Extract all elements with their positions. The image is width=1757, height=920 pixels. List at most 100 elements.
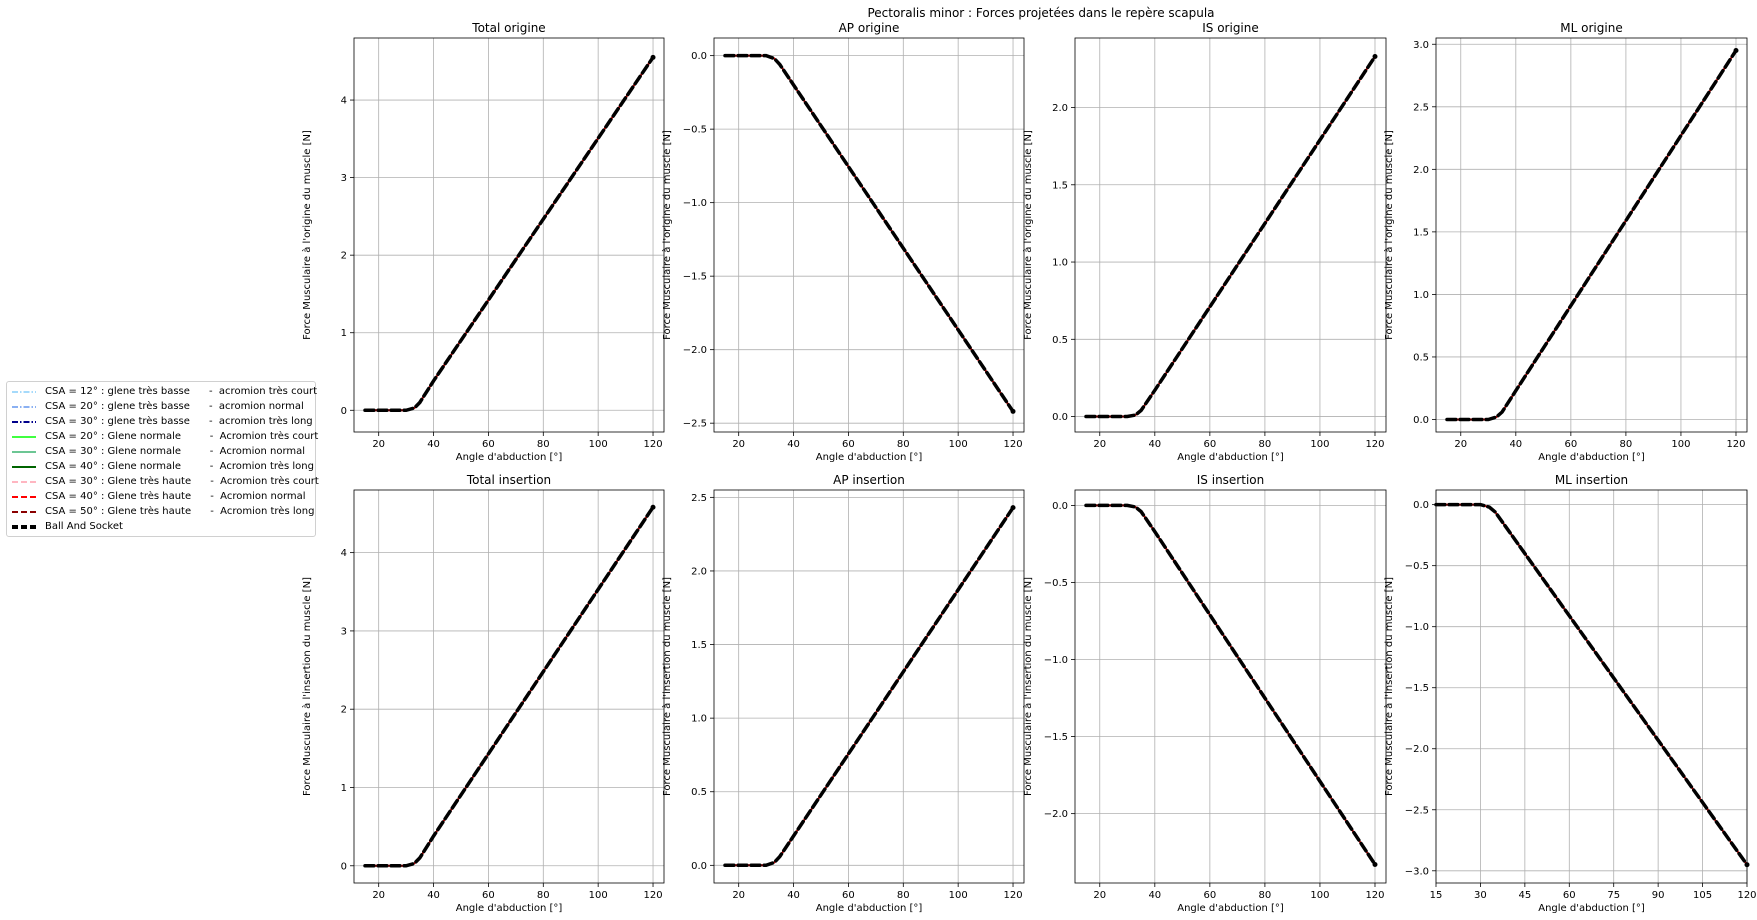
subplot-title: ML origine bbox=[1560, 21, 1622, 35]
y-tick-label: 2.0 bbox=[691, 566, 707, 577]
y-tick-label: 0.0 bbox=[1052, 501, 1068, 512]
x-tick-label: 100 bbox=[1310, 439, 1329, 450]
y-tick-label: 2.5 bbox=[1413, 102, 1429, 113]
x-tick-label: 75 bbox=[1607, 890, 1620, 901]
x-tick-label: 120 bbox=[1726, 439, 1745, 450]
axes-frame bbox=[713, 489, 1025, 884]
series-line-ball-and-socket bbox=[363, 55, 655, 413]
subplot-title: ML insertion bbox=[1555, 473, 1628, 487]
x-tick-label: 60 bbox=[842, 439, 855, 450]
x-tick-label: 20 bbox=[1093, 890, 1106, 901]
x-tick-label: 60 bbox=[1563, 890, 1576, 901]
legend-swatch bbox=[12, 420, 36, 423]
subplot: 20 40 60 80 100 120 0 1 2 3 4 Total origine Angle d'… bbox=[301, 21, 665, 463]
legend-label: CSA = 40° : Glene normale - Acromion trè… bbox=[45, 461, 314, 472]
x-tick-label: 80 bbox=[1620, 439, 1633, 450]
axes-frame bbox=[353, 489, 665, 884]
x-tick-label: 100 bbox=[589, 890, 608, 901]
y-tick-label: −2.5 bbox=[683, 419, 707, 430]
legend-entry: CSA = 40° : Glene normale - Acromion trè… bbox=[11, 459, 314, 474]
axes-frame bbox=[1074, 489, 1387, 884]
x-tick-label: 40 bbox=[1509, 439, 1522, 450]
axes-frame bbox=[713, 37, 1025, 433]
legend-label: Ball And Socket bbox=[45, 521, 123, 532]
x-axis-label: Angle d'abduction [°] bbox=[456, 903, 563, 914]
series-line-ball-and-socket bbox=[723, 505, 1015, 868]
subplot: 15 30 45 60 75 90 105 120 0.0 −0.5 −1.0 −1.5 −2.0 −2.… bbox=[1383, 473, 1757, 914]
y-axis-label: Force Musculaire à l'origine du muscle [… bbox=[301, 130, 313, 340]
y-tick-label: 1.0 bbox=[1413, 290, 1429, 301]
axes-frame bbox=[1435, 489, 1748, 884]
y-tick-label: −0.5 bbox=[683, 125, 707, 136]
legend-label: CSA = 30° : Glene normale - Acromion nor… bbox=[45, 446, 306, 457]
x-tick-label: 40 bbox=[1148, 439, 1161, 450]
y-tick-label: −3.0 bbox=[1405, 866, 1429, 877]
x-axis-label: Angle d'abduction [°] bbox=[1538, 452, 1645, 463]
series-line-colored bbox=[365, 506, 654, 867]
subplot: 20 40 60 80 100 120 0.0 −0.5 −1.0 −1.5 −2.0 −2.5 AP … bbox=[661, 21, 1025, 463]
x-tick-label: 60 bbox=[1203, 439, 1216, 450]
legend-entry: CSA = 50° : Glene très haute - Acromion … bbox=[11, 504, 314, 519]
series-line-colored bbox=[1447, 49, 1737, 421]
series-line-colored bbox=[1086, 504, 1376, 866]
x-tick-label: 20 bbox=[732, 890, 745, 901]
x-tick-label: 120 bbox=[1003, 439, 1022, 450]
x-tick-label: 40 bbox=[427, 890, 440, 901]
legend-swatch bbox=[12, 524, 36, 529]
x-tick-label: 45 bbox=[1518, 890, 1531, 901]
y-axis-label: Force Musculaire à l'insertion du muscle… bbox=[301, 577, 313, 796]
series-line-ball-and-socket bbox=[723, 53, 1015, 414]
x-axis-label: Angle d'abduction [°] bbox=[816, 903, 923, 914]
y-tick-label: −1.5 bbox=[1044, 732, 1068, 743]
chart-legend: CSA = 12° : glene très basse - acromion … bbox=[6, 381, 319, 537]
series-line-ball-and-socket bbox=[1084, 503, 1377, 867]
x-tick-label: 120 bbox=[1365, 890, 1384, 901]
x-tick-label: 40 bbox=[787, 890, 800, 901]
series-line-ball-and-socket bbox=[1084, 54, 1377, 419]
legend-entry: CSA = 12° : glene très basse - acromion … bbox=[11, 384, 317, 399]
x-tick-label: 40 bbox=[427, 439, 440, 450]
x-tick-label: 20 bbox=[372, 439, 385, 450]
legend-swatch bbox=[12, 465, 36, 468]
x-tick-label: 60 bbox=[482, 890, 495, 901]
subplot-title: Total origine bbox=[471, 21, 545, 35]
x-tick-label: 20 bbox=[372, 890, 385, 901]
subplot-title: IS insertion bbox=[1197, 473, 1264, 487]
x-tick-label: 100 bbox=[589, 439, 608, 450]
x-tick-label: 15 bbox=[1430, 890, 1443, 901]
y-tick-label: 2.0 bbox=[1052, 103, 1068, 114]
y-tick-label: −1.5 bbox=[683, 272, 707, 283]
y-tick-label: 1.5 bbox=[691, 640, 707, 651]
y-tick-label: 1 bbox=[341, 328, 347, 339]
y-tick-label: −2.5 bbox=[1405, 805, 1429, 816]
y-tick-label: 3 bbox=[341, 173, 347, 184]
series-end-point bbox=[1010, 505, 1016, 511]
y-tick-label: 0 bbox=[341, 406, 347, 417]
y-tick-label: −0.5 bbox=[1405, 561, 1429, 572]
y-tick-label: 0.0 bbox=[1413, 415, 1429, 426]
y-tick-label: 2.0 bbox=[1413, 165, 1429, 176]
legend-label: CSA = 20° : Glene normale - Acromion trè… bbox=[45, 431, 319, 442]
x-tick-label: 30 bbox=[1474, 890, 1487, 901]
axes-frame bbox=[1074, 37, 1387, 433]
legend-label: CSA = 30° : glene très basse - acromion … bbox=[45, 416, 313, 427]
x-tick-label: 20 bbox=[1454, 439, 1467, 450]
subplot: 20 40 60 80 100 120 0.0 0.5 1.0 1.5 2.0 2.5 3.0 ML or… bbox=[1383, 21, 1748, 463]
y-tick-label: 4 bbox=[341, 96, 347, 107]
x-tick-label: 120 bbox=[1737, 890, 1756, 901]
y-axis-label: Force Musculaire à l'origine du muscle [… bbox=[661, 130, 673, 340]
y-axis-label: Force Musculaire à l'insertion du muscle… bbox=[661, 577, 673, 796]
x-tick-label: 20 bbox=[1093, 439, 1106, 450]
x-tick-label: 80 bbox=[1259, 890, 1272, 901]
x-tick-label: 20 bbox=[732, 439, 745, 450]
y-tick-label: −1.5 bbox=[1405, 683, 1429, 694]
x-tick-label: 100 bbox=[949, 439, 968, 450]
y-axis-label: Force Musculaire à l'origine du muscle [… bbox=[1383, 130, 1395, 340]
series-line-colored bbox=[1436, 503, 1748, 866]
x-tick-label: 90 bbox=[1652, 890, 1665, 901]
axes-frame bbox=[353, 37, 665, 433]
subplot: 20 40 60 80 100 120 0 1 2 3 4 Total insertion Angle … bbox=[301, 473, 665, 914]
x-tick-label: 120 bbox=[1003, 890, 1022, 901]
